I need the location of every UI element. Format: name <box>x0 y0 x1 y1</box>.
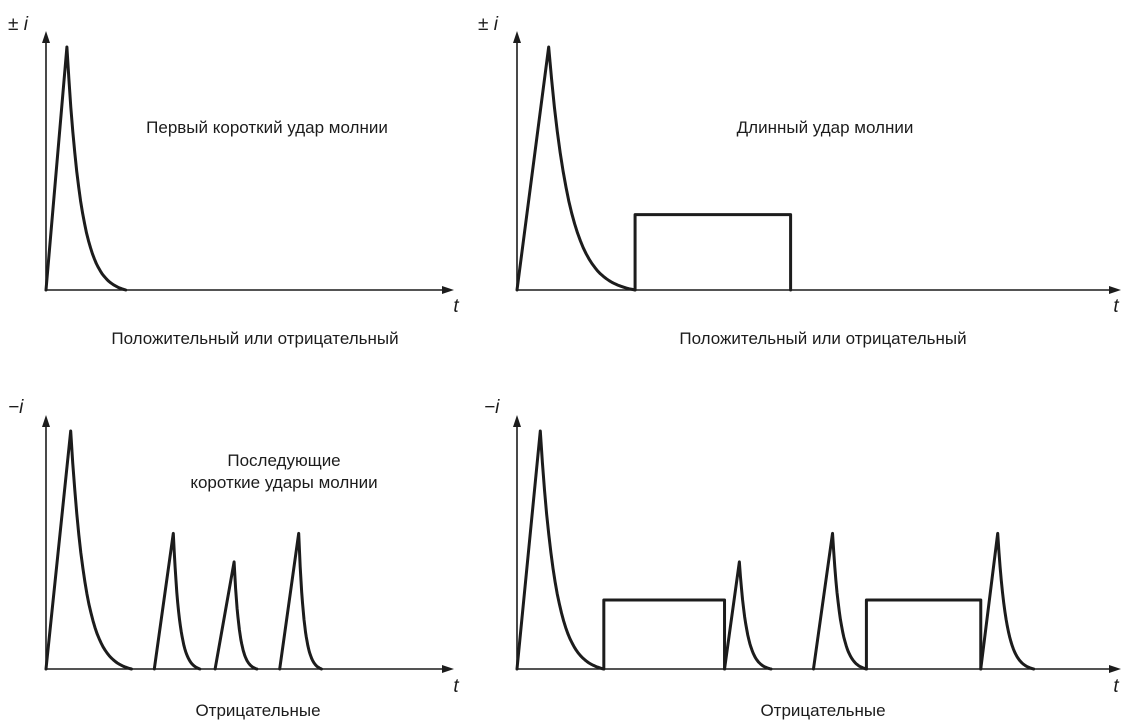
impulse-stroke-5 <box>981 533 1034 669</box>
panel-caption: Положительный или отрицательный <box>111 329 398 348</box>
t-axis-arrow-icon <box>1109 665 1121 673</box>
panel-caption: Отрицательные <box>760 701 885 720</box>
impulse-stroke-0 <box>46 431 132 669</box>
panel-top-left: ± i t Первый короткий удар молнии Положител… <box>8 14 459 348</box>
panel-title-line: Последующие <box>227 451 340 470</box>
t-axis-arrow-icon <box>442 665 454 673</box>
panel-title-line: Первый короткий удар молнии <box>146 118 388 137</box>
panel-top-right: ± i t Длинный удар молнии Положительный или… <box>478 14 1121 348</box>
panel-caption: Положительный или отрицательный <box>679 329 966 348</box>
panel-bottom-right: −i t Отрицательные <box>484 397 1121 720</box>
long-stroke-1 <box>635 215 791 290</box>
t-axis-arrow-icon <box>1109 286 1121 294</box>
y-axis-arrow-icon <box>513 415 521 427</box>
long-stroke-1 <box>604 600 725 669</box>
y-axis-label: −i <box>484 397 500 418</box>
impulse-stroke-1 <box>154 533 200 669</box>
t-axis-label: t <box>1113 676 1119 697</box>
t-axis-label: t <box>453 676 459 697</box>
impulse-stroke-2 <box>215 562 257 669</box>
impulse-stroke-0 <box>46 47 126 290</box>
panel-title-line: короткие удары молнии <box>190 473 377 492</box>
y-axis-arrow-icon <box>42 31 50 43</box>
impulse-stroke-0 <box>517 431 604 669</box>
impulse-stroke-2 <box>725 562 772 669</box>
panel-title-line: Длинный удар молнии <box>737 118 914 137</box>
y-axis-arrow-icon <box>513 31 521 43</box>
y-axis-label: ± i <box>478 14 499 35</box>
impulse-stroke-3 <box>813 533 866 669</box>
y-axis-arrow-icon <box>42 415 50 427</box>
long-stroke-4 <box>866 600 980 669</box>
panel-bottom-left: −i t Последующие короткие удары молнии Отриц… <box>8 397 459 720</box>
impulse-stroke-3 <box>280 533 322 669</box>
t-axis-label: t <box>453 296 459 317</box>
impulse-stroke-0 <box>517 47 635 290</box>
t-axis-label: t <box>1113 296 1119 317</box>
y-axis-label: ± i <box>8 14 29 35</box>
panel-caption: Отрицательные <box>195 701 320 720</box>
t-axis-arrow-icon <box>442 286 454 294</box>
y-axis-label: −i <box>8 397 24 418</box>
